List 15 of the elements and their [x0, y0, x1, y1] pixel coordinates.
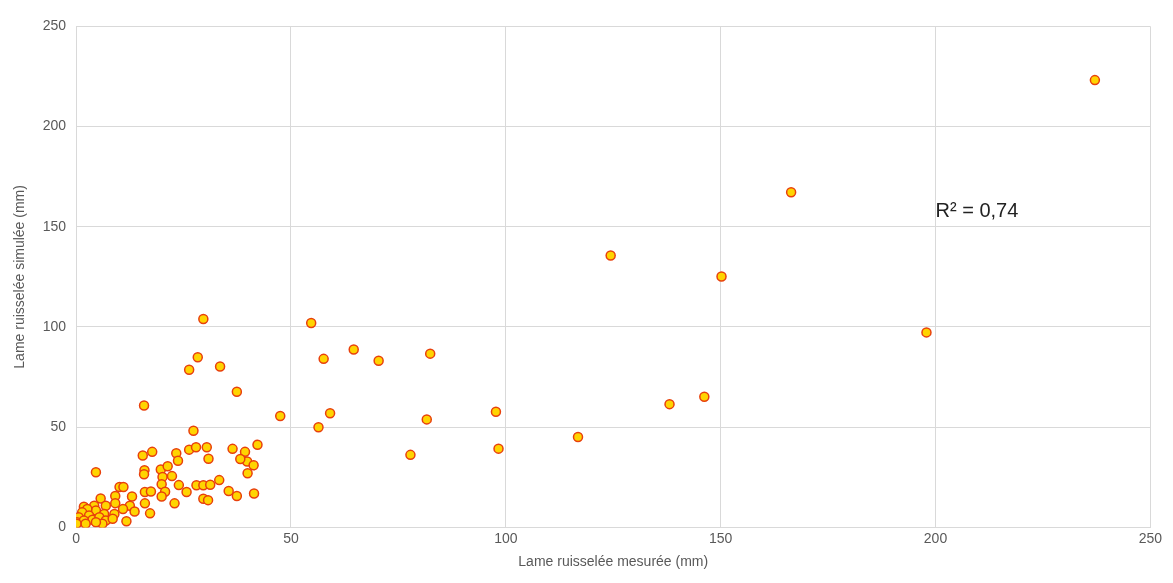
y-tick-label: 250 — [42, 17, 67, 34]
y-tick-label: 0 — [58, 518, 67, 535]
y-tick-label: 150 — [42, 217, 67, 234]
y-axis-title: Lame ruisselée simulée (mm) — [11, 185, 28, 369]
x-tick-label: 50 — [283, 529, 299, 546]
x-tick-label: 100 — [494, 529, 518, 546]
x-axis-title: Lame ruisselée mesurée (mm) — [518, 553, 709, 570]
y-tick-label: 50 — [50, 418, 67, 435]
y-tick-label: 100 — [42, 317, 67, 334]
x-tick-label: 150 — [708, 529, 733, 546]
y-tick-label: 200 — [42, 117, 67, 134]
annotation: R² = 0,74 — [935, 199, 1019, 222]
x-tick-label: 0 — [72, 529, 81, 546]
x-tick-label: 250 — [1138, 529, 1163, 546]
x-tick-label: 200 — [923, 529, 948, 546]
